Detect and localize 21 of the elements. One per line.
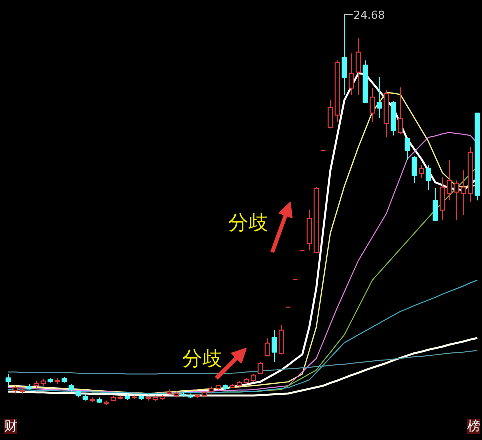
candlestick [6,374,12,386]
candlestick [328,100,334,130]
candlestick [404,137,410,161]
candlestick [278,324,284,356]
candlestick [264,338,270,358]
candlestick [356,38,362,96]
text: 财 [4,420,18,434]
annotation: 分歧 [182,346,222,370]
candlestick [370,88,376,123]
candlestick [342,14,348,96]
candlestick [418,164,424,179]
annotation: 24.68 [354,9,386,22]
annotation: 分歧 [228,210,268,234]
candlestick [432,188,438,222]
text: 榜 [468,420,480,434]
candlestick [412,156,418,184]
candlestick [398,87,404,136]
candlestick [348,53,354,96]
candlestick [426,164,432,191]
candlestick [376,76,382,120]
candlestick [272,330,278,363]
